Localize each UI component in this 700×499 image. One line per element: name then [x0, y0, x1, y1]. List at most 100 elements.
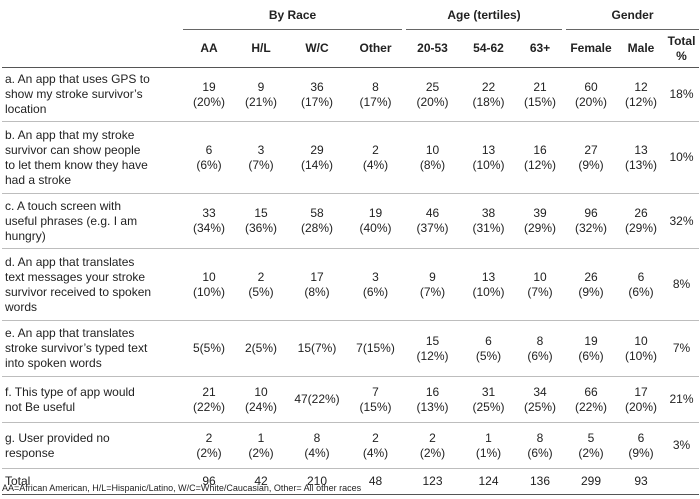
data-cell: 3 (7%): [235, 121, 287, 194]
cell-line: (6%): [362, 284, 389, 299]
data-cell: 26 (9%): [564, 248, 619, 321]
cell-line: 13: [634, 142, 648, 157]
cell-line: 19: [202, 79, 216, 94]
total-cell: 93: [618, 468, 665, 495]
cell-line: (40%): [359, 221, 392, 235]
row-label: c. A touch screen with useful phrases (e.…: [2, 193, 183, 249]
cell-line: 10: [254, 384, 268, 399]
row-label-line: e. An app that translates: [5, 326, 135, 340]
cell-line: (12%): [524, 157, 557, 172]
cell-line: (9%): [578, 284, 604, 299]
cell-line: 21: [202, 384, 216, 399]
cell-line: 38: [481, 206, 496, 220]
cell-line: 6: [637, 269, 645, 284]
data-cell: 2 (2%): [183, 422, 235, 469]
data-cell: 15(7%): [287, 320, 347, 377]
cell-line: 2: [372, 430, 379, 445]
row-label-line: g. User provided no: [5, 430, 110, 445]
cell-line: 10: [425, 142, 440, 157]
data-cell: 16 (13%): [404, 376, 461, 423]
data-cell: 16 (12%): [516, 121, 565, 194]
cell-line: 2: [429, 430, 436, 445]
cell-line: (31%): [472, 221, 505, 235]
group-header-race: By Race: [183, 2, 404, 30]
column-header: W/C: [287, 29, 347, 68]
cell-line: (37%): [416, 221, 449, 235]
cell-line: (13%): [625, 157, 658, 172]
cell-line: 19: [584, 333, 598, 348]
cell-line: 10: [533, 269, 547, 284]
cell-line: 2: [205, 430, 213, 445]
column-header-row: AA H/L W/C Other 20-53 54-62 63+ Female …: [2, 29, 700, 68]
cell-line: 15: [425, 333, 440, 348]
row-label-line: text messages your stroke: [5, 269, 146, 284]
cell-line: 2: [257, 269, 265, 284]
data-cell: 15 (12%): [404, 320, 461, 377]
total-cell: 210: [287, 468, 347, 495]
cell-line: (22%): [192, 399, 225, 414]
data-cell: 2 (4%): [347, 422, 404, 469]
data-cell: 2(5%): [235, 248, 287, 321]
data-cell: 96 (32%): [564, 193, 619, 249]
cell-line: (36%): [244, 221, 277, 235]
row-label-line: show my stroke survivor’s: [5, 87, 143, 101]
cell-line: 17: [310, 269, 324, 284]
table-row: d. An app that translates text messages y…: [2, 248, 700, 321]
row-label-line: useful phrases (e.g. I am: [5, 213, 138, 228]
cell-line: 9: [257, 79, 265, 94]
cell-line: 3: [257, 142, 265, 157]
column-header: Total %: [664, 29, 700, 68]
cell-line: 47(22%): [294, 392, 340, 406]
data-cell: 3%: [664, 422, 700, 469]
data-cell: 10 (24%): [235, 376, 287, 423]
cell-line: 66: [584, 384, 598, 399]
data-cell: 7%: [664, 320, 700, 377]
data-cell: 12 (12%): [618, 67, 665, 122]
total-cell: [664, 468, 700, 495]
group-header-row: By Race Age (tertiles) Gender: [2, 2, 700, 30]
row-label-line: stroke survivor’s typed text: [5, 341, 148, 355]
table-row: g. User provided no response 2 (2%) 1 (2%) 8 (4…: [2, 422, 700, 469]
cell-line: (10%): [472, 157, 505, 172]
cell-line: 46: [425, 206, 440, 220]
data-cell: 1 (2%): [235, 422, 287, 469]
column-header: 54-62: [461, 29, 516, 68]
data-cell: 10 (8%): [404, 121, 461, 194]
cell-line: 3: [372, 269, 379, 284]
cell-line: 6: [485, 333, 492, 348]
total-label: Total: [2, 468, 183, 495]
row-label-line: survivor received to spoken: [5, 284, 152, 299]
table-row: a. An app that uses GPS to show my stroke…: [2, 67, 700, 122]
cell-line: (4%): [362, 445, 389, 460]
row-label-line: survivor can show people: [5, 142, 141, 157]
row-label-line: location: [5, 102, 47, 116]
data-cell: 8 (6%): [516, 422, 565, 469]
cell-line: 26: [584, 269, 598, 284]
cell-line: 39: [533, 206, 547, 220]
cell-line: 13: [481, 269, 496, 284]
cell-line: 15(7%): [297, 341, 337, 355]
cell-line: (10%): [472, 284, 505, 299]
data-cell: 8 (17%): [347, 67, 404, 122]
total-cell: 124: [461, 468, 516, 495]
data-cell: 2(5%): [235, 320, 287, 377]
data-cell: 22 (18%): [461, 67, 516, 122]
cell-line: (4%): [304, 445, 330, 460]
cell-line: 2(5%): [244, 341, 277, 355]
cell-line: 96: [584, 206, 598, 220]
cell-line: 13: [481, 142, 496, 157]
column-header: H/L: [235, 29, 287, 68]
row-label-line: into spoken words: [5, 356, 102, 370]
row-label: e. An app that translates stroke survivor…: [2, 320, 183, 377]
column-header: 63+: [516, 29, 565, 68]
cell-line: 3%: [672, 438, 691, 452]
cell-line: 15: [254, 206, 268, 220]
total-cell: 96: [183, 468, 235, 495]
table-body: a. An app that uses GPS to show my stroke…: [2, 67, 700, 495]
cell-line: 5: [587, 430, 595, 445]
cell-line: (15%): [359, 399, 392, 414]
cell-line: 27: [584, 142, 598, 157]
data-cell: 18%: [664, 67, 700, 122]
data-cell: 13 (13%): [618, 121, 665, 194]
